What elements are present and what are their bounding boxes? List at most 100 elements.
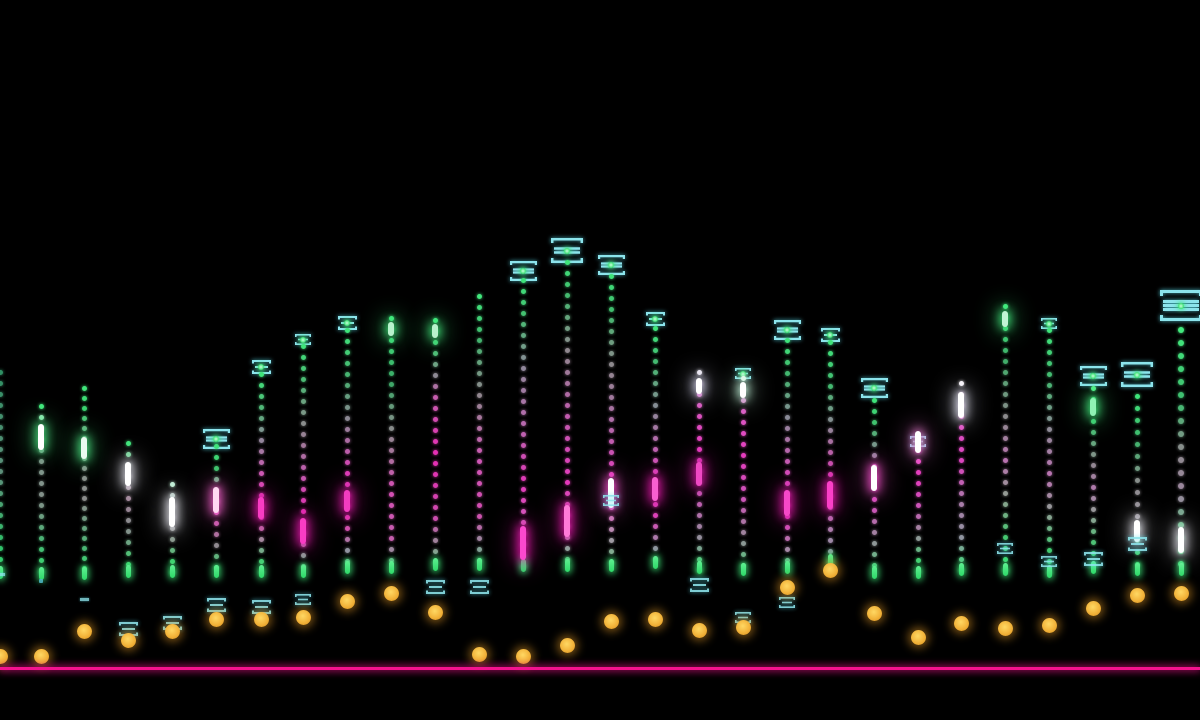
column-dot (300, 343, 306, 349)
column-dot (388, 447, 394, 453)
column-dot (520, 376, 526, 382)
column-dot (958, 380, 964, 386)
glow-pulse (258, 497, 264, 519)
column-dot (652, 501, 658, 507)
column-dot (344, 437, 350, 443)
column-dot (125, 484, 131, 490)
column-dot (1002, 402, 1008, 408)
column-dot (564, 391, 570, 397)
column-dot (81, 495, 87, 501)
column-dot (1002, 468, 1008, 474)
glow-pulse (608, 478, 614, 508)
column-dot (1178, 418, 1184, 424)
column-dot (608, 394, 614, 400)
column-dot (520, 409, 526, 415)
column-dot (740, 463, 746, 469)
glow-pulse (300, 518, 306, 544)
column-dot (740, 397, 746, 403)
below-bracket-icon (1041, 556, 1057, 567)
column-dot (784, 469, 790, 475)
cap-center-dot (1046, 320, 1052, 327)
column-dot (827, 449, 833, 455)
cap-center-dot (213, 436, 219, 442)
column-dot (1046, 470, 1052, 476)
column-dot (1090, 462, 1096, 468)
column-dot (958, 512, 964, 518)
column-dot (827, 339, 833, 345)
note-dot (910, 629, 926, 645)
column-dot (81, 545, 87, 551)
column-dot (784, 436, 790, 442)
cap-center-dot (784, 327, 790, 333)
column-dot (608, 405, 614, 411)
note-dot (427, 604, 443, 620)
column-dot (1134, 489, 1140, 495)
column-dot (344, 393, 350, 399)
column-base-tip (125, 565, 131, 578)
column-dot (958, 523, 964, 529)
cap-center-dot (344, 320, 350, 326)
column-dot (388, 315, 394, 321)
column-dot (476, 326, 482, 332)
column-base-tip (915, 566, 921, 579)
column-dot (125, 550, 131, 556)
glow-pulse (169, 497, 175, 527)
column-dot (915, 480, 921, 486)
column-dot (0, 512, 3, 518)
column-dot (696, 402, 702, 408)
column-dot (388, 557, 394, 563)
column-dot (388, 480, 394, 486)
column-dot (476, 381, 482, 387)
column-dot (476, 480, 482, 486)
column-dot (827, 394, 833, 400)
column-base-tip (432, 558, 438, 571)
cap-center-dot (827, 332, 833, 338)
column-dot (564, 259, 570, 265)
column-dot (432, 471, 438, 477)
column-dot (520, 387, 526, 393)
column-dot (213, 531, 219, 537)
column-dot (1002, 325, 1008, 331)
column-dot (740, 419, 746, 425)
glow-pulse (1178, 527, 1184, 553)
column-dot (344, 481, 350, 487)
column-dot (564, 292, 570, 298)
column-dot (476, 458, 482, 464)
column-dot (740, 518, 746, 524)
column-dot (432, 361, 438, 367)
column-dot (1046, 371, 1052, 377)
column-dot (608, 328, 614, 334)
column-dot (0, 391, 3, 397)
column-dot (0, 435, 3, 441)
column-dot (476, 414, 482, 420)
column-dot (0, 479, 3, 485)
column-dot (696, 369, 702, 375)
baseline (0, 667, 1200, 670)
column-dot (696, 457, 702, 463)
column-dot (696, 545, 702, 551)
note-dot (1085, 600, 1101, 616)
column-dot (696, 534, 702, 540)
column-dot (520, 332, 526, 338)
column-base-tip (169, 565, 175, 578)
column-dot (344, 338, 350, 344)
column-dot (784, 414, 790, 420)
column-dot (258, 558, 264, 564)
column-dot (1134, 441, 1140, 447)
column-dot (1134, 465, 1140, 471)
column-dot (344, 448, 350, 454)
glow-pulse (520, 526, 526, 560)
glow-pulse (784, 490, 790, 516)
column-dot (300, 552, 306, 558)
note-dot (997, 620, 1013, 636)
cap-center-dot (1090, 373, 1096, 379)
column-dot (1090, 506, 1096, 512)
column-dot (344, 360, 350, 366)
column-dot (871, 397, 877, 403)
column-dot (388, 502, 394, 508)
column-dot (958, 556, 964, 562)
column-dot (1002, 446, 1008, 452)
column-dot (652, 369, 658, 375)
column-base-tip (1046, 565, 1052, 578)
column-dot (388, 491, 394, 497)
